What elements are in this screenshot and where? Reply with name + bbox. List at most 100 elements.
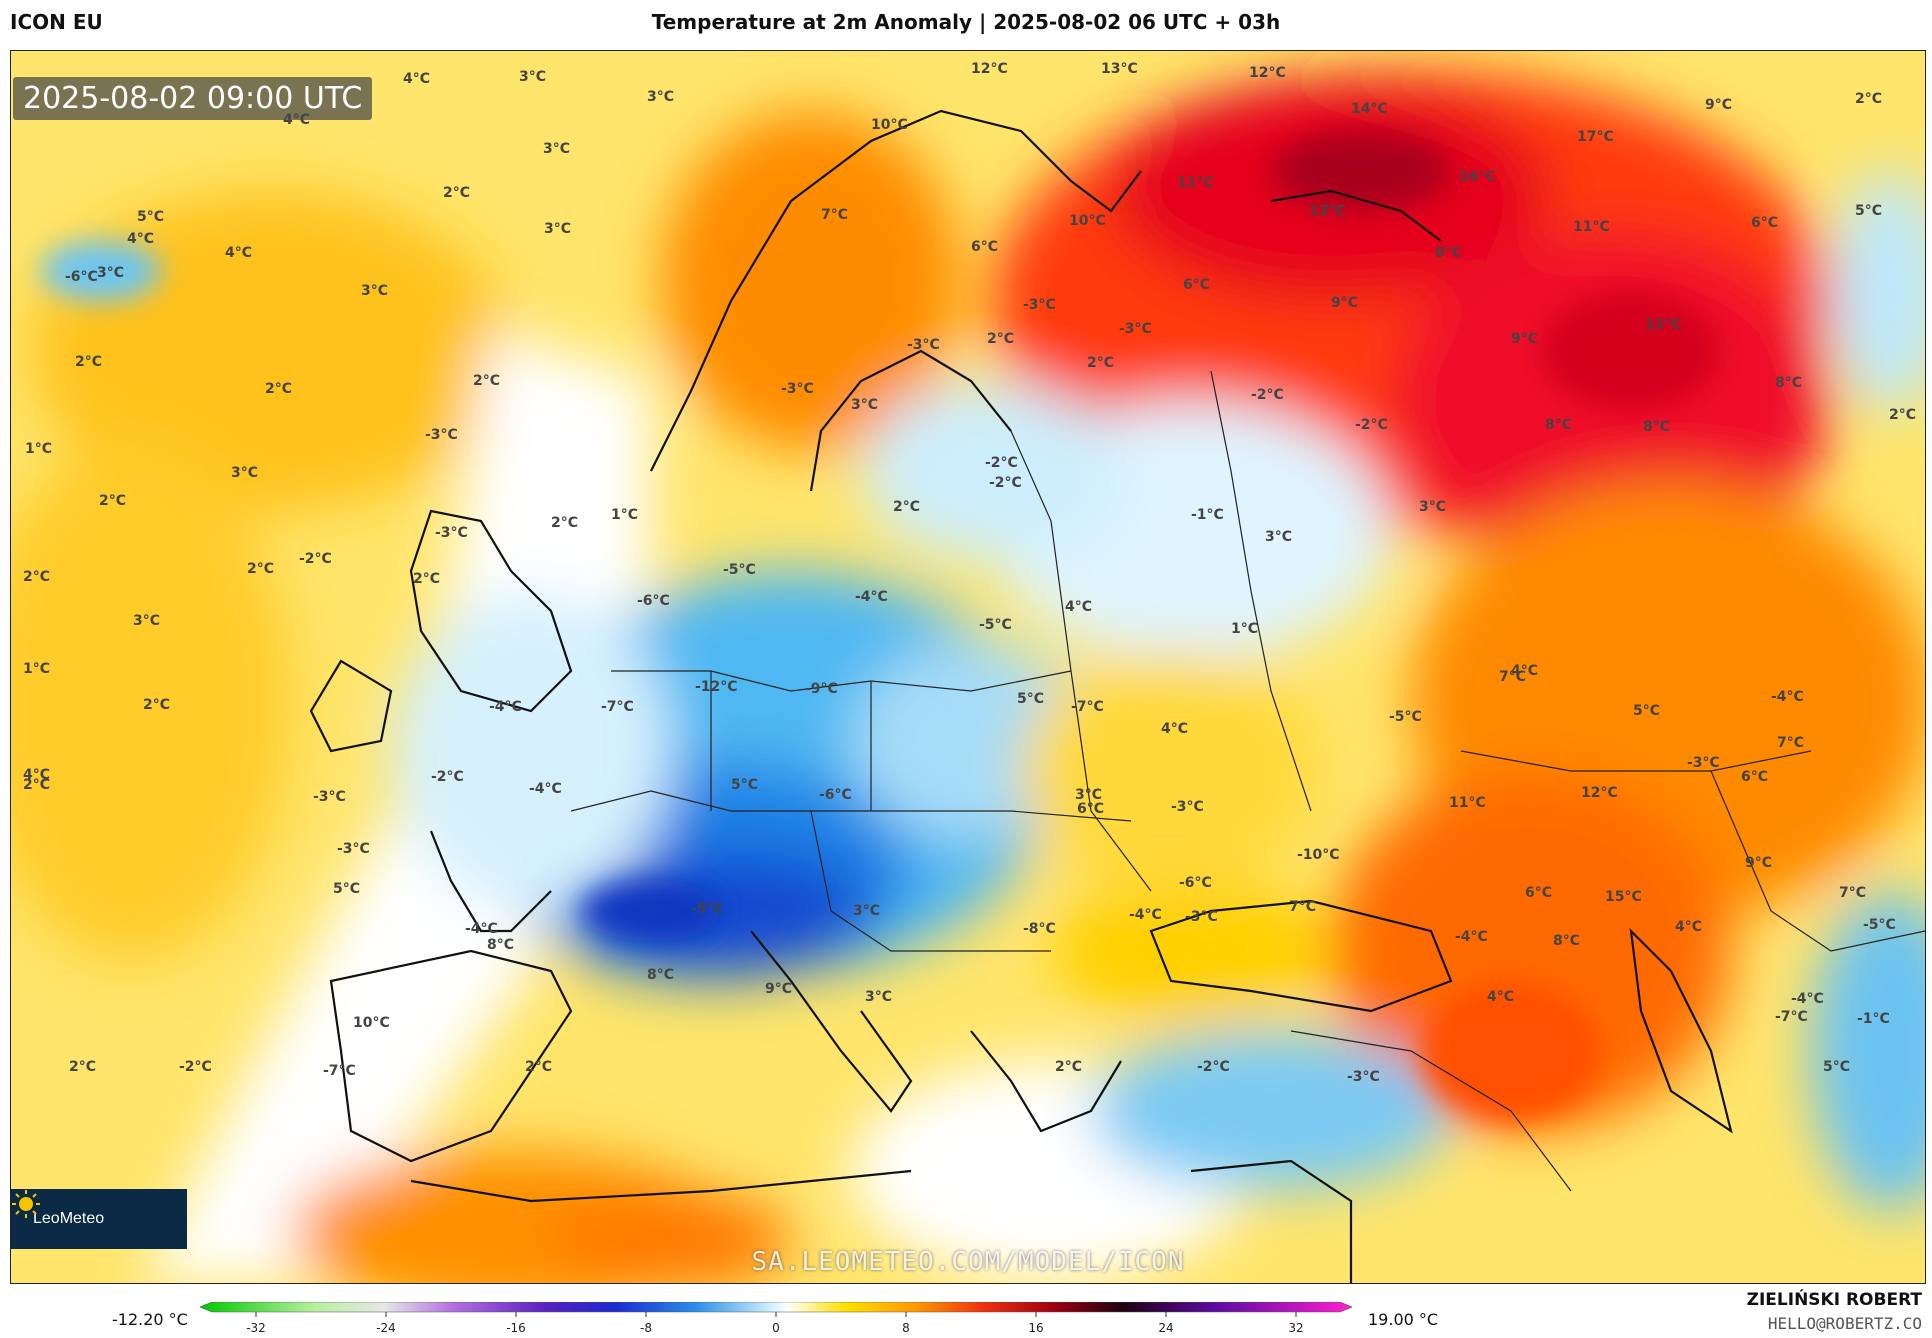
- colorbar-tick-label: -8: [640, 1321, 652, 1335]
- anomaly-label: 1°C: [1231, 621, 1259, 637]
- anomaly-label: -4°C: [1129, 907, 1162, 923]
- anomaly-label: 6°C: [1751, 215, 1779, 231]
- watermark-url[interactable]: SA.LEOMETEO.COM/MODEL/ICON: [751, 1247, 1185, 1277]
- colorbar-tick-label: -32: [246, 1321, 266, 1335]
- colorbar-tick-label: 8: [902, 1321, 910, 1335]
- anomaly-label: 12°C: [1581, 785, 1618, 801]
- anomaly-label: 4°C: [1487, 989, 1515, 1005]
- anomaly-label: 2°C: [1855, 91, 1883, 107]
- anomaly-label: 8°C: [487, 937, 515, 953]
- anomaly-label: 3°C: [544, 221, 572, 237]
- anomaly-label: -5°C: [1863, 917, 1896, 933]
- anomaly-label: 2°C: [413, 571, 441, 587]
- anomaly-label: 3°C: [361, 283, 389, 299]
- anomaly-label: 11°C: [1573, 219, 1610, 235]
- anomaly-label: -2°C: [299, 551, 332, 567]
- anomaly-label: 5°C: [137, 209, 165, 225]
- anomaly-label: -6°C: [65, 269, 98, 285]
- anomaly-label: -7°C: [1071, 699, 1104, 715]
- colorbar-tick-label: -16: [506, 1321, 526, 1335]
- coastlines: [309, 109, 1733, 1283]
- anomaly-label: -2°C: [431, 769, 464, 785]
- anomaly-label: -2°C: [985, 455, 1018, 471]
- anomaly-label: 3°C: [543, 141, 571, 157]
- colorbar-tick-label: 24: [1158, 1321, 1173, 1335]
- anomaly-label: 3°C: [1419, 499, 1447, 515]
- anomaly-label: -7°C: [601, 699, 634, 715]
- anomaly-label: -3°C: [907, 337, 940, 353]
- anomaly-label: 9°C: [1705, 97, 1733, 113]
- leometeo-logo[interactable]: LeoMeteo: [11, 1189, 187, 1249]
- anomaly-label: 13°C: [1101, 61, 1138, 77]
- anomaly-label: 7°C: [1777, 735, 1805, 751]
- anomaly-label: -5°C: [723, 562, 756, 578]
- anomaly-label: -4°C: [855, 589, 888, 605]
- anomaly-label: -4°C: [529, 781, 562, 797]
- anomaly-label: -3°C: [337, 841, 370, 857]
- anomaly-label: -3°C: [1687, 755, 1720, 771]
- anomaly-label: 11°C: [1449, 795, 1486, 811]
- anomaly-label: 9°C: [765, 981, 793, 997]
- anomaly-label: 11°C: [1177, 175, 1214, 191]
- author-email[interactable]: HELLO@ROBERTZ.CO: [1767, 1314, 1922, 1333]
- anomaly-label: 4°C: [1675, 919, 1703, 935]
- colorbar-min: -12.20 °C: [112, 1310, 188, 1329]
- anomaly-label: 2°C: [525, 1059, 553, 1075]
- anomaly-label: 8°C: [1643, 419, 1671, 435]
- anomaly-label: -3°C: [781, 381, 814, 397]
- anomaly-label: -12°C: [695, 679, 738, 695]
- anomaly-label: 6°C: [1183, 277, 1211, 293]
- anomaly-label: -3°C: [1119, 321, 1152, 337]
- anomaly-label: 5°C: [731, 777, 759, 793]
- anomaly-label: 8°C: [1435, 245, 1463, 261]
- anomaly-label: 2°C: [443, 185, 471, 201]
- anomaly-label: 11°C: [1645, 317, 1682, 333]
- anomaly-label: 10°C: [353, 1015, 390, 1031]
- borders: [570, 370, 1925, 1192]
- anomaly-label: -3°C: [425, 427, 458, 443]
- anomaly-label: -4°C: [465, 921, 498, 937]
- anomaly-label: 3°C: [133, 613, 161, 629]
- anomaly-label: 16°C: [1459, 169, 1496, 185]
- anomaly-label: 3°C: [853, 903, 881, 919]
- anomaly-label: -1°C: [1191, 507, 1224, 523]
- author-name: ZIELIŃSKI ROBERT: [1746, 1290, 1922, 1310]
- anomaly-label: 6°C: [1741, 769, 1769, 785]
- anomaly-label: -2°C: [179, 1059, 212, 1075]
- anomaly-label: 3°C: [1075, 787, 1103, 803]
- anomaly-label: -6°C: [819, 787, 852, 803]
- anomaly-label: 2°C: [551, 515, 579, 531]
- anomaly-label: 7°C: [1289, 899, 1317, 915]
- anomaly-field: [11, 71, 1925, 1283]
- anomaly-label: 4°C: [403, 71, 431, 87]
- anomaly-label: -6°C: [1179, 875, 1212, 891]
- anomaly-label: 10°C: [871, 117, 908, 133]
- anomaly-map[interactable]: 4°C 3°C 3°C 4°C 3°C 2°C 3°C 4°C 4°C 3°C 5°C -6°C 3°C…: [10, 50, 1926, 1284]
- anomaly-label: 5°C: [1633, 703, 1661, 719]
- sun-icon: [12, 1190, 40, 1218]
- anomaly-label: -7°C: [1775, 1009, 1808, 1025]
- anomaly-label: 5°C: [1017, 691, 1045, 707]
- anomaly-label: 2°C: [75, 354, 103, 370]
- anomaly-label: 6°C: [971, 239, 999, 255]
- model-name: ICON EU: [10, 10, 103, 34]
- anomaly-label: 8°C: [1545, 417, 1573, 433]
- anomaly-label: 4°C: [23, 767, 51, 783]
- anomaly-label: -2°C: [1251, 387, 1284, 403]
- anomaly-label: 4°C: [225, 245, 253, 261]
- anomaly-label: 5°C: [333, 881, 361, 897]
- anomaly-label: -8°C: [1023, 921, 1056, 937]
- anomaly-label: 3°C: [851, 397, 879, 413]
- map-canvas: [11, 71, 1925, 1283]
- anomaly-label: 8°C: [647, 967, 675, 983]
- anomaly-label: 9°C: [1331, 295, 1359, 311]
- anomaly-label: 10°C: [1069, 213, 1106, 229]
- anomaly-label: -4°C: [1791, 991, 1824, 1007]
- anomaly-label: 4°C: [1065, 599, 1093, 615]
- anomaly-label: 3°C: [647, 89, 675, 105]
- anomaly-label: 2°C: [247, 561, 275, 577]
- anomaly-label: 7°C: [821, 207, 849, 223]
- anomaly-label: 2°C: [1055, 1059, 1083, 1075]
- anomaly-label: -3°C: [435, 525, 468, 541]
- anomaly-label: 15°C: [1605, 889, 1642, 905]
